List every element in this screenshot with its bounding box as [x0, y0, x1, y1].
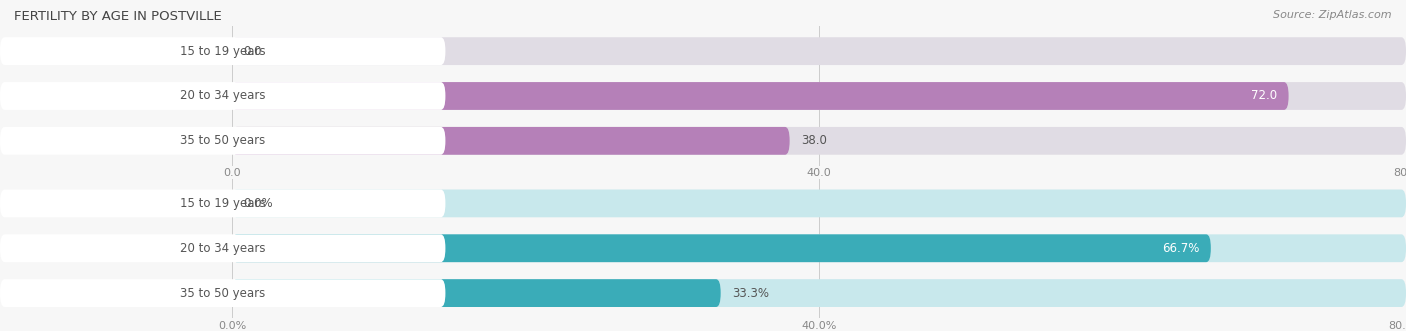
FancyBboxPatch shape	[232, 127, 1406, 155]
Text: 33.3%: 33.3%	[733, 287, 769, 300]
Text: 35 to 50 years: 35 to 50 years	[180, 134, 266, 147]
FancyBboxPatch shape	[0, 82, 446, 110]
FancyBboxPatch shape	[0, 37, 446, 65]
FancyBboxPatch shape	[0, 234, 446, 262]
FancyBboxPatch shape	[232, 37, 1406, 65]
Text: Source: ZipAtlas.com: Source: ZipAtlas.com	[1274, 10, 1392, 20]
Text: 20 to 34 years: 20 to 34 years	[180, 242, 266, 255]
FancyBboxPatch shape	[232, 279, 1406, 307]
Text: 66.7%: 66.7%	[1161, 242, 1199, 255]
Text: 20 to 34 years: 20 to 34 years	[180, 89, 266, 103]
Text: 38.0: 38.0	[801, 134, 827, 147]
FancyBboxPatch shape	[0, 127, 446, 155]
FancyBboxPatch shape	[232, 190, 1406, 217]
Text: 72.0: 72.0	[1251, 89, 1277, 103]
FancyBboxPatch shape	[232, 234, 1406, 262]
FancyBboxPatch shape	[0, 190, 446, 217]
FancyBboxPatch shape	[232, 82, 1406, 110]
FancyBboxPatch shape	[232, 234, 1211, 262]
FancyBboxPatch shape	[232, 82, 1289, 110]
FancyBboxPatch shape	[0, 279, 446, 307]
Text: 15 to 19 years: 15 to 19 years	[180, 45, 266, 58]
FancyBboxPatch shape	[232, 127, 790, 155]
FancyBboxPatch shape	[232, 279, 721, 307]
Text: 0.0%: 0.0%	[243, 197, 273, 210]
Text: 35 to 50 years: 35 to 50 years	[180, 287, 266, 300]
Text: 0.0: 0.0	[243, 45, 263, 58]
Text: 15 to 19 years: 15 to 19 years	[180, 197, 266, 210]
Text: FERTILITY BY AGE IN POSTVILLE: FERTILITY BY AGE IN POSTVILLE	[14, 10, 222, 23]
